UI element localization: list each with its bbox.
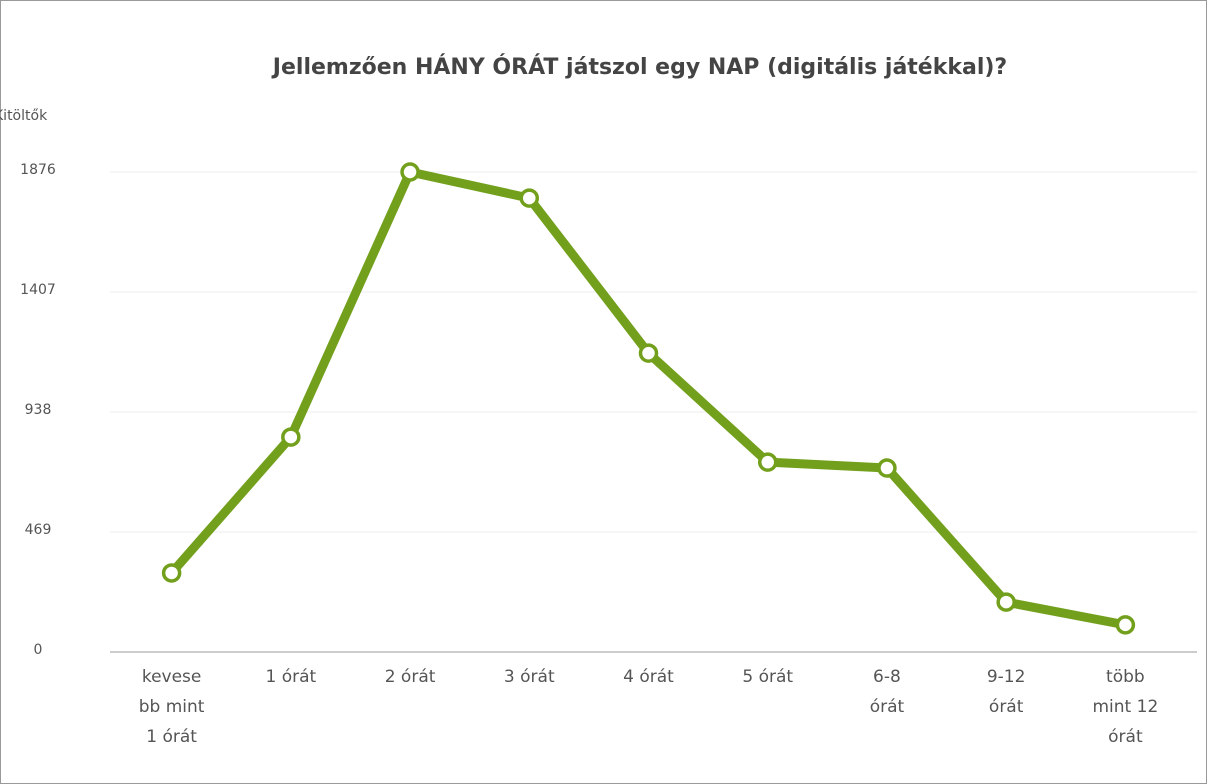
marker <box>281 427 301 447</box>
x-tick-label: kevese bb mint 1 órát <box>139 667 205 747</box>
x-tick-label: 5 órát <box>742 667 793 687</box>
y-tick-label: 1407 <box>20 282 56 298</box>
marker <box>161 563 182 583</box>
x-tick-label: 6-8 órát <box>870 667 905 717</box>
marker <box>519 188 540 208</box>
marker <box>757 452 778 472</box>
x-tick-label: 9-12 órát <box>987 667 1026 717</box>
y-tick-label: 0 <box>34 642 43 658</box>
y-tick-label: 938 <box>25 402 52 418</box>
marker <box>996 592 1016 612</box>
chart-title: Jellemzően HÁNY ÓRÁT játszol egy NAP (di… <box>271 54 1007 80</box>
y-tick-label: 469 <box>25 522 52 538</box>
y-axis-label: Kitöltők <box>0 108 48 124</box>
x-tick-label: 1 órát <box>265 667 316 687</box>
marker <box>638 343 659 363</box>
x-tick-label: 2 órát <box>385 667 436 687</box>
marker <box>400 162 420 182</box>
x-tick-label: 3 órát <box>504 667 555 687</box>
marker <box>877 458 897 478</box>
y-tick-label: 1876 <box>20 162 56 178</box>
x-tick-label: 4 órát <box>623 667 674 687</box>
x-tick-label: több mint 12 órát <box>1093 667 1159 747</box>
marker <box>1115 615 1136 635</box>
